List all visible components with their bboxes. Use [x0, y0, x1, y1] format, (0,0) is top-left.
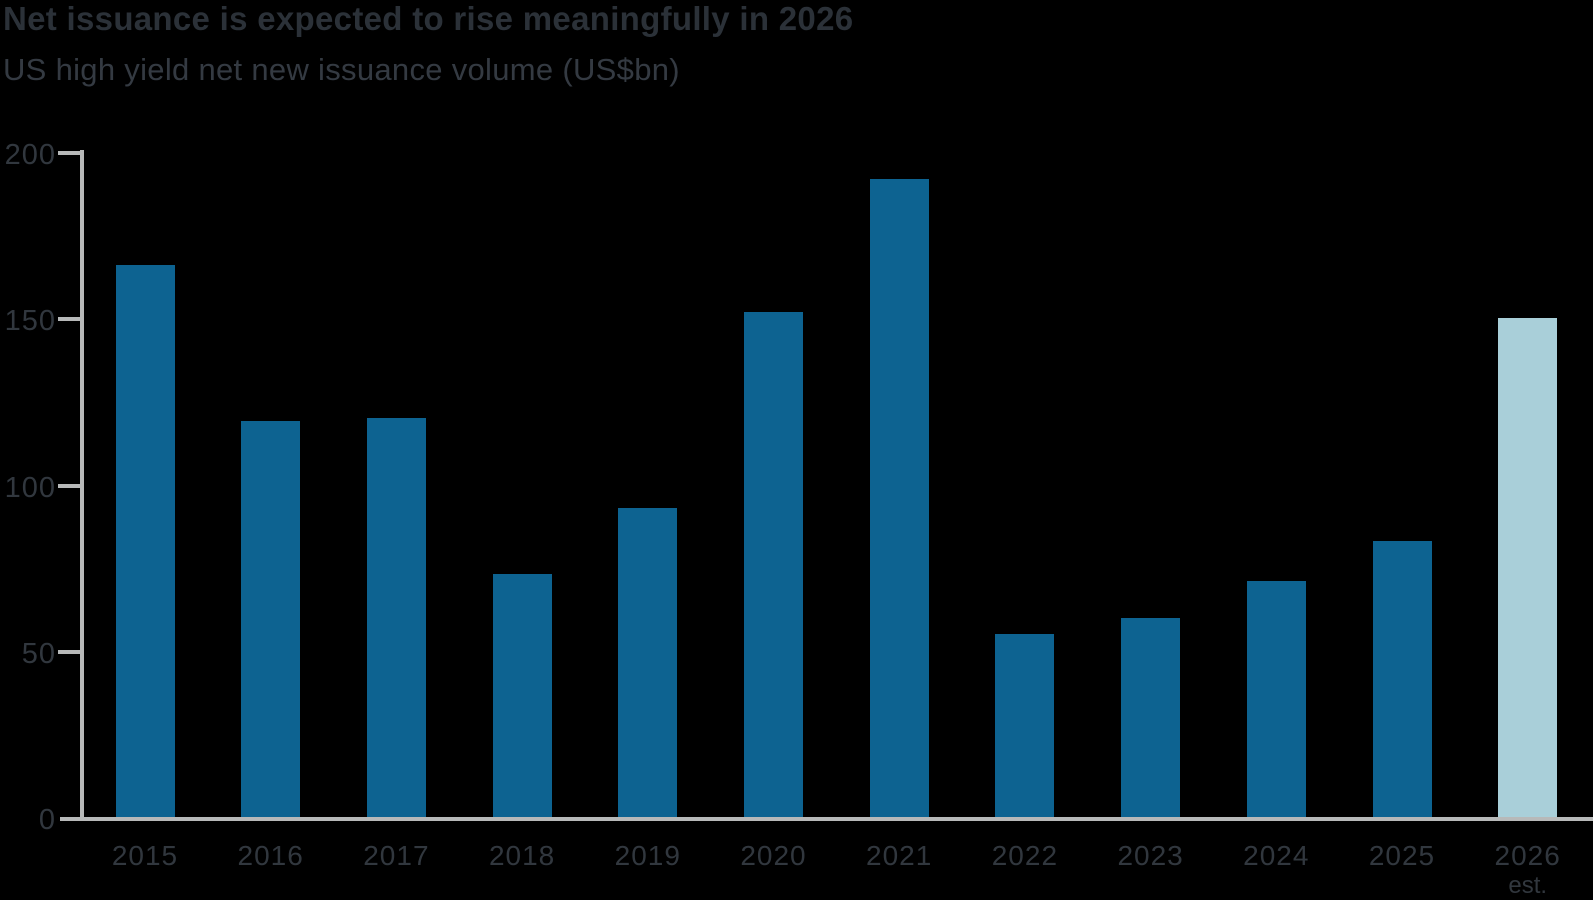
- y-tick-label-100: 100: [4, 471, 56, 504]
- x-tick-label-2025: 2025: [1368, 840, 1436, 871]
- x-tick-label-2015: 2015: [111, 840, 179, 871]
- x-tick-label-2026: 2026: [1494, 840, 1561, 871]
- x-tick-label-2023: 2023: [1117, 840, 1184, 871]
- x-tick-label-2019: 2019: [614, 840, 681, 871]
- y-axis-line: [80, 150, 84, 821]
- bar-2021: [869, 178, 929, 817]
- y-tick-label-0: 0: [38, 804, 56, 836]
- x-axis-line: [60, 817, 1593, 821]
- y-tick-200: [58, 151, 80, 155]
- x-tick-label-2024: 2024: [1243, 840, 1310, 871]
- x-tick-sublabel-2026: est.: [1508, 872, 1548, 899]
- bar-2016: [241, 421, 301, 817]
- x-tick-label-2017: 2017: [363, 840, 430, 871]
- y-tick-100: [58, 483, 80, 488]
- y-tick-50: [58, 649, 80, 654]
- bar-2017: [366, 418, 426, 817]
- x-tick-label-2022: 2022: [991, 840, 1059, 871]
- bar-2024: [1246, 580, 1306, 817]
- chart-subtitle: US high yield net new issuance volume (U…: [3, 52, 680, 87]
- bar-2025: [1372, 541, 1432, 817]
- bar-2020: [744, 311, 803, 817]
- y-tick-150: [58, 317, 80, 322]
- x-tick-label-2020: 2020: [740, 840, 807, 871]
- bar-2023: [1121, 617, 1181, 817]
- bar-2026: [1498, 318, 1558, 817]
- x-tick-label-2016: 2016: [237, 840, 304, 871]
- bar-2019: [618, 507, 678, 817]
- x-tick-label-2018: 2018: [488, 840, 556, 871]
- y-tick-label-200: 200: [4, 139, 56, 171]
- y-tick-label-150: 150: [4, 305, 56, 338]
- y-tick-label-50: 50: [21, 637, 56, 670]
- bar-2015: [115, 265, 175, 817]
- bar-2018: [492, 574, 552, 817]
- chart-title: Net issuance is expected to rise meaning…: [3, 0, 854, 37]
- x-tick-label-2021: 2021: [866, 840, 933, 871]
- bar-2022: [995, 634, 1055, 817]
